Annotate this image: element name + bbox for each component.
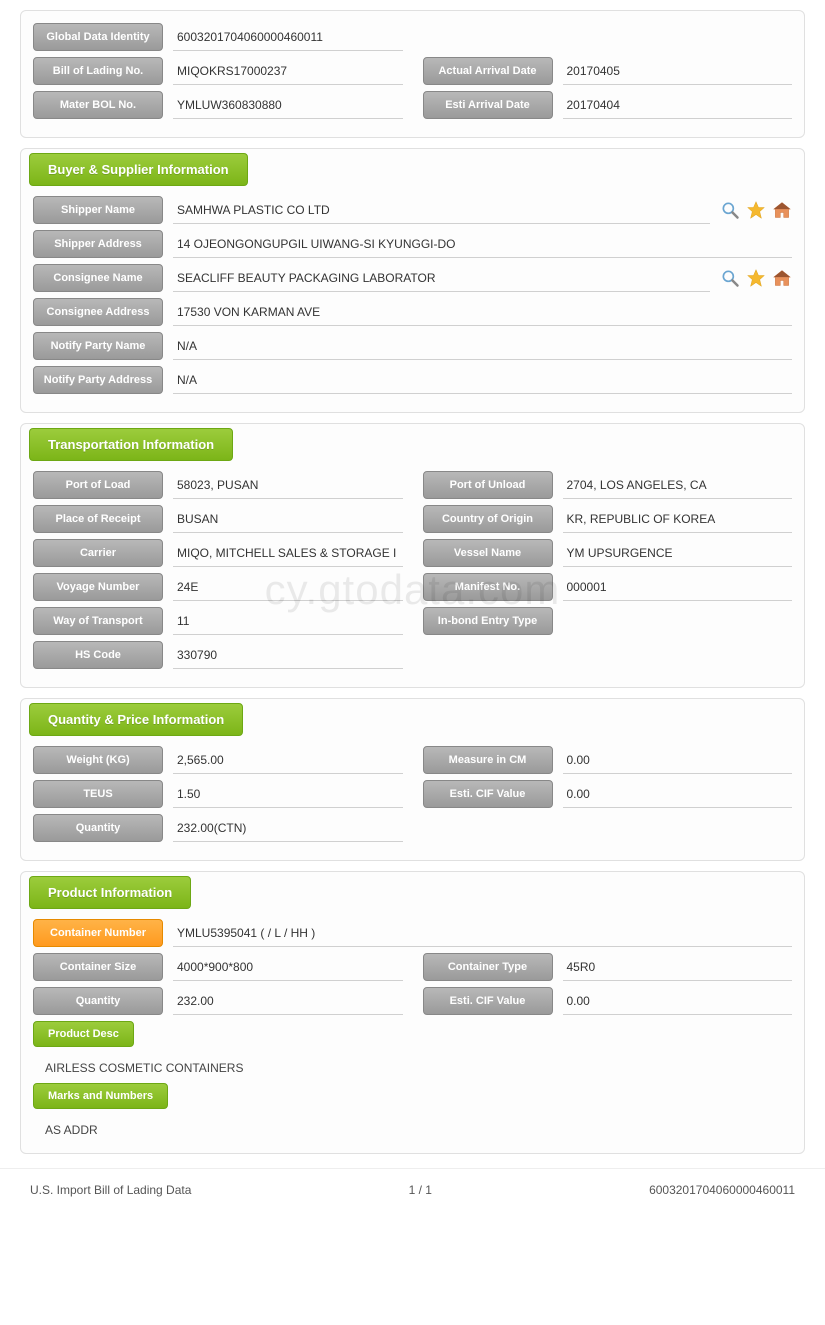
place-of-receipt-value: BUSAN [173,506,403,533]
product-panel: Product Information Container Number YML… [20,871,805,1154]
bill-of-lading-label: Bill of Lading No. [33,57,163,85]
top-identity-panel: Global Data Identity 6003201704060000460… [20,10,805,138]
star-icon[interactable] [746,268,766,288]
shipper-address-label: Shipper Address [33,230,163,258]
carrier-value: MIQO, MITCHELL SALES & STORAGE I [173,540,403,567]
container-type-value: 45R0 [563,954,793,981]
teus-value: 1.50 [173,781,403,808]
home-icon[interactable] [772,200,792,220]
shipper-name-label: Shipper Name [33,196,163,224]
measure-label: Measure in CM [423,746,553,774]
weight-label: Weight (KG) [33,746,163,774]
carrier-label: Carrier [33,539,163,567]
mater-bol-value: YMLUW360830880 [173,92,403,119]
esti-arrival-label: Esti Arrival Date [423,91,553,119]
consignee-address-value: 17530 VON KARMAN AVE [173,299,792,326]
container-number-value: YMLU5395041 ( / L / HH ) [173,920,792,947]
footer-right: 6003201704060000460011 [649,1183,795,1197]
marks-numbers-label: Marks and Numbers [33,1083,168,1109]
container-size-label: Container Size [33,953,163,981]
shipper-name-value: SAMHWA PLASTIC CO LTD [173,197,710,224]
actual-arrival-label: Actual Arrival Date [423,57,553,85]
manifest-no-value: 000001 [563,574,793,601]
measure-value: 0.00 [563,747,793,774]
product-quantity-value: 232.00 [173,988,403,1015]
place-of-receipt-label: Place of Receipt [33,505,163,533]
marks-numbers-value: AS ADDR [33,1115,792,1141]
esti-arrival-value: 20170404 [563,92,793,119]
consignee-address-label: Consignee Address [33,298,163,326]
container-type-label: Container Type [423,953,553,981]
inbond-entry-value [563,608,793,634]
footer-page-number: 1 / 1 [409,1183,432,1197]
container-number-label: Container Number [33,919,163,947]
container-size-value: 4000*900*800 [173,954,403,981]
consignee-name-label: Consignee Name [33,264,163,292]
page-footer: U.S. Import Bill of Lading Data 1 / 1 60… [0,1168,825,1207]
voyage-number-label: Voyage Number [33,573,163,601]
notify-party-name-label: Notify Party Name [33,332,163,360]
esti-cif-value: 0.00 [563,781,793,808]
quantity-value: 232.00(CTN) [173,815,403,842]
search-icon[interactable] [720,200,740,220]
way-of-transport-label: Way of Transport [33,607,163,635]
teus-label: TEUS [33,780,163,808]
hs-code-value: 330790 [173,642,403,669]
esti-cif-label: Esti. CIF Value [423,780,553,808]
weight-value: 2,565.00 [173,747,403,774]
product-desc-label: Product Desc [33,1021,134,1047]
product-desc-value: AIRLESS COSMETIC CONTAINERS [33,1053,792,1079]
quantity-price-panel: Quantity & Price Information Weight (KG)… [20,698,805,861]
product-esti-cif-label: Esti. CIF Value [423,987,553,1015]
buyer-supplier-panel: Buyer & Supplier Information Shipper Nam… [20,148,805,413]
notify-party-name-value: N/A [173,333,792,360]
global-data-identity-value: 6003201704060000460011 [173,24,403,51]
global-data-identity-label: Global Data Identity [33,23,163,51]
quantity-price-header: Quantity & Price Information [29,703,243,736]
port-of-load-label: Port of Load [33,471,163,499]
star-icon[interactable] [746,200,766,220]
shipper-address-value: 14 OJEONGONGUPGIL UIWANG-SI KYUNGGI-DO [173,231,792,258]
search-icon[interactable] [720,268,740,288]
manifest-no-label: Manifest No. [423,573,553,601]
port-of-unload-label: Port of Unload [423,471,553,499]
product-quantity-label: Quantity [33,987,163,1015]
inbond-entry-label: In-bond Entry Type [423,607,553,635]
mater-bol-label: Mater BOL No. [33,91,163,119]
transportation-header: Transportation Information [29,428,233,461]
product-header: Product Information [29,876,191,909]
notify-party-address-label: Notify Party Address [33,366,163,394]
consignee-name-value: SEACLIFF BEAUTY PACKAGING LABORATOR [173,265,710,292]
home-icon[interactable] [772,268,792,288]
bill-of-lading-value: MIQOKRS17000237 [173,58,403,85]
actual-arrival-value: 20170405 [563,58,793,85]
country-of-origin-value: KR, REPUBLIC OF KOREA [563,506,793,533]
footer-left: U.S. Import Bill of Lading Data [30,1183,191,1197]
buyer-supplier-header: Buyer & Supplier Information [29,153,248,186]
way-of-transport-value: 11 [173,608,403,635]
notify-party-address-value: N/A [173,367,792,394]
country-of-origin-label: Country of Origin [423,505,553,533]
voyage-number-value: 24E [173,574,403,601]
vessel-name-label: Vessel Name [423,539,553,567]
product-esti-cif-value: 0.00 [563,988,793,1015]
quantity-label: Quantity [33,814,163,842]
port-of-unload-value: 2704, LOS ANGELES, CA [563,472,793,499]
hs-code-label: HS Code [33,641,163,669]
vessel-name-value: YM UPSURGENCE [563,540,793,567]
port-of-load-value: 58023, PUSAN [173,472,403,499]
transportation-panel: Transportation Information Port of Load … [20,423,805,688]
